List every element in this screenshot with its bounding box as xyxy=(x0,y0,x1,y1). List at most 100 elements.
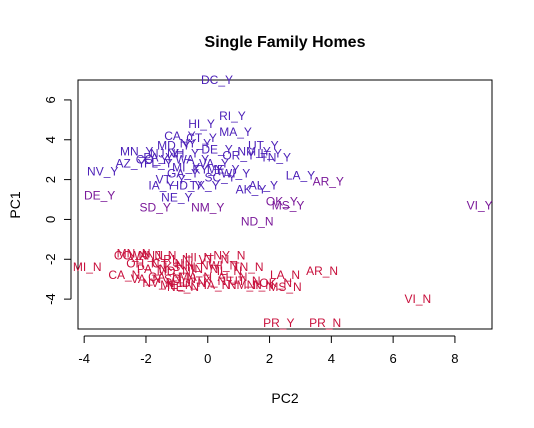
point-label: UT_N xyxy=(229,274,260,288)
x-tick-label: 6 xyxy=(390,351,397,366)
x-axis-label: PC2 xyxy=(271,390,298,406)
y-axis-label: PC1 xyxy=(7,191,23,218)
point-label: TX_N xyxy=(196,274,227,288)
point-label: MN_Y xyxy=(120,145,153,159)
point-label: FL_Y xyxy=(144,157,173,171)
point-label: MI_Y xyxy=(172,161,200,175)
x-tick-label: 4 xyxy=(328,351,335,366)
point-label: MA_N xyxy=(179,270,212,284)
point-label: NE_Y xyxy=(161,191,192,205)
point-label: MI_N xyxy=(73,260,102,274)
point-label: AK_Y xyxy=(236,183,267,197)
point-label: UT_Y xyxy=(248,139,279,153)
point-label: OK_Y xyxy=(266,195,298,209)
point-label: ID_N xyxy=(179,276,206,290)
point-label: NV_Y xyxy=(87,165,118,179)
x-tick-label: 2 xyxy=(266,351,273,366)
point-label: NM_N xyxy=(228,278,262,292)
point-label: DC_Y xyxy=(201,73,233,87)
point-label: VT_N xyxy=(199,252,230,266)
point-label: VI_Y xyxy=(467,198,493,212)
point-label: MA_Y xyxy=(219,125,252,139)
point-label: MD_Y xyxy=(157,139,190,153)
y-axis: -4 -2 0 2 4 6 xyxy=(43,96,72,305)
point-label: LA_Y xyxy=(286,169,315,183)
point-label: HI_N xyxy=(185,250,212,264)
point-label: AL_N xyxy=(217,270,247,284)
point-label: AZ_Y xyxy=(116,157,146,171)
point-label: ME_Y xyxy=(207,163,240,177)
point-label: NJ_Y xyxy=(150,147,179,161)
point-label: WA_N xyxy=(129,248,163,262)
point-label: OH_N xyxy=(126,256,159,270)
point-label: GA_N xyxy=(148,270,181,284)
point-label: LA_N xyxy=(270,268,300,282)
point-label: AR_Y xyxy=(313,175,344,189)
point-label: KY_Y xyxy=(192,163,223,177)
point-label: NM_Y xyxy=(191,200,224,214)
x-tick-label: -4 xyxy=(78,351,90,366)
point-label: CT_Y xyxy=(186,131,217,145)
point-label: VA_Y xyxy=(199,157,229,171)
point-label: SC_Y xyxy=(204,171,235,185)
point-label: AR_N xyxy=(306,264,338,278)
point-label: WA_Y xyxy=(176,153,210,167)
point-label: PR_N xyxy=(309,316,341,330)
y-tick-label: 4 xyxy=(43,136,58,143)
x-axis: -4 -2 0 2 4 6 8 xyxy=(78,335,459,366)
point-label: ND_N xyxy=(241,214,274,228)
data-points: DC_Y RI_Y HI_Y MA_Y CA_YCT_YNY_YMD_Y UT_Y MN_Y… xyxy=(73,73,493,330)
point-label: IL_N xyxy=(217,264,242,278)
point-label: IA_Y xyxy=(148,179,174,193)
point-label: TN_N xyxy=(232,260,263,274)
point-label: NY_N xyxy=(213,248,245,262)
point-label: IN_N xyxy=(191,262,218,276)
point-label: NM_Y xyxy=(237,145,270,159)
point-label: MN_N xyxy=(117,246,151,260)
point-label: ME_N xyxy=(160,278,193,292)
point-label: CA_N xyxy=(108,268,140,282)
y-tick-label: 0 xyxy=(43,216,58,223)
x-tick-label: 8 xyxy=(451,351,458,366)
point-label: VI_N xyxy=(405,292,432,306)
chart-title: Single Family Homes xyxy=(205,34,366,51)
point-label: NI_N xyxy=(247,278,274,292)
point-label: NH_Y xyxy=(167,147,199,161)
point-label: MS_N xyxy=(268,280,301,294)
point-label: WI_Y xyxy=(221,167,250,181)
point-label: KS_N xyxy=(164,260,195,274)
point-label: OR_Y xyxy=(222,149,255,163)
point-label: PA_Y xyxy=(143,151,173,165)
point-label: HI_Y xyxy=(188,117,215,131)
plot-frame xyxy=(77,79,493,330)
point-label: IA_N xyxy=(204,278,231,292)
y-tick-label: -2 xyxy=(43,253,58,265)
point-label: VT_Y xyxy=(156,173,186,187)
point-label: TN_Y xyxy=(260,151,291,165)
point-label: RI_N xyxy=(163,252,190,266)
point-label: MS_Y xyxy=(272,198,305,212)
point-label: CA_Y xyxy=(164,129,195,143)
point-label: IL_Y xyxy=(257,147,282,161)
point-label: RI_Y xyxy=(219,109,246,123)
point-label: NY_Y xyxy=(180,137,211,151)
point-label: DE_Y xyxy=(84,189,115,203)
point-label: WI_N xyxy=(208,258,238,272)
point-label: MD_N xyxy=(157,264,191,278)
point-label: PR_Y xyxy=(263,316,294,330)
point-label: CT_N xyxy=(152,256,183,270)
point-label: VA_N xyxy=(131,272,161,286)
y-tick-label: -4 xyxy=(43,293,58,305)
point-label: NE_N xyxy=(167,280,199,294)
point-label: PA_N xyxy=(137,262,167,276)
point-label: SD_Y xyxy=(140,200,171,214)
point-label: CO_N xyxy=(114,248,147,262)
point-label: GA_Y xyxy=(167,167,199,181)
point-label: NJ_N xyxy=(146,248,176,262)
point-label: ID_Y xyxy=(176,179,203,193)
point-label: OK_N xyxy=(259,276,292,290)
point-label: SC_N xyxy=(164,272,196,286)
x-tick-label: 0 xyxy=(204,351,211,366)
x-tick-label: -2 xyxy=(140,351,152,366)
point-label: DE_Y xyxy=(201,143,232,157)
